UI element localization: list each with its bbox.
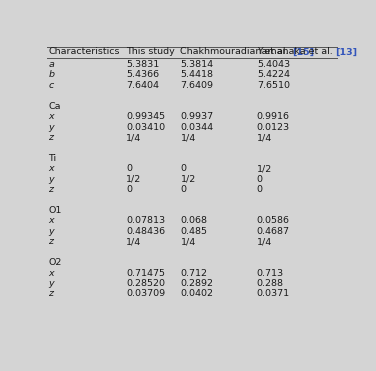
Text: 0.068: 0.068 — [180, 216, 208, 226]
Text: 0: 0 — [126, 185, 132, 194]
Text: 0.713: 0.713 — [257, 269, 284, 278]
Text: This study: This study — [126, 47, 175, 56]
Text: 0.0586: 0.0586 — [257, 216, 290, 226]
Text: z: z — [49, 133, 53, 142]
Text: Characteristics: Characteristics — [49, 47, 120, 56]
Text: 1/2: 1/2 — [257, 164, 272, 173]
Text: 0: 0 — [180, 164, 186, 173]
Text: 1/4: 1/4 — [180, 133, 196, 142]
Text: y: y — [49, 227, 54, 236]
Text: 0: 0 — [257, 185, 263, 194]
Text: y: y — [49, 175, 54, 184]
Text: y: y — [49, 279, 54, 288]
Text: 0.712: 0.712 — [180, 269, 208, 278]
Text: y: y — [49, 122, 54, 132]
Text: a: a — [49, 60, 54, 69]
Text: b: b — [49, 70, 55, 79]
Text: 1/4: 1/4 — [126, 237, 141, 246]
Text: 5.4224: 5.4224 — [257, 70, 290, 79]
Text: 0.9916: 0.9916 — [257, 112, 290, 121]
Text: 1/2: 1/2 — [126, 175, 141, 184]
Text: z: z — [49, 289, 53, 298]
Text: 0.4687: 0.4687 — [257, 227, 290, 236]
Text: 5.4043: 5.4043 — [257, 60, 290, 69]
Text: x: x — [49, 216, 54, 226]
Text: 1/4: 1/4 — [126, 133, 141, 142]
Text: 0.0123: 0.0123 — [257, 122, 290, 132]
Text: Yamanaka et al.: Yamanaka et al. — [257, 47, 335, 56]
Text: x: x — [49, 269, 54, 278]
Text: 0.03709: 0.03709 — [126, 289, 165, 298]
Text: 1/4: 1/4 — [257, 237, 272, 246]
Text: 0: 0 — [180, 185, 186, 194]
Text: [15]: [15] — [292, 47, 314, 56]
Text: 0.0344: 0.0344 — [180, 122, 214, 132]
Text: 0.03410: 0.03410 — [126, 122, 165, 132]
Text: 0.485: 0.485 — [180, 227, 208, 236]
Text: 0.99345: 0.99345 — [126, 112, 165, 121]
Text: O1: O1 — [49, 206, 62, 215]
Text: 0.0371: 0.0371 — [257, 289, 290, 298]
Text: 0.0402: 0.0402 — [180, 289, 214, 298]
Text: 0.28520: 0.28520 — [126, 279, 165, 288]
Text: Chakhmouradian et al.: Chakhmouradian et al. — [180, 47, 292, 56]
Text: Ti: Ti — [49, 154, 56, 163]
Text: [13]: [13] — [335, 47, 358, 56]
Text: z: z — [49, 185, 53, 194]
Text: 5.3831: 5.3831 — [126, 60, 159, 69]
Text: O2: O2 — [49, 258, 62, 267]
Text: 5.4366: 5.4366 — [126, 70, 159, 79]
Text: z: z — [49, 237, 53, 246]
Text: 0.288: 0.288 — [257, 279, 284, 288]
Text: 7.6409: 7.6409 — [180, 81, 214, 90]
Text: 7.6510: 7.6510 — [257, 81, 290, 90]
Text: x: x — [49, 164, 54, 173]
Text: 0.71475: 0.71475 — [126, 269, 165, 278]
Text: 1/4: 1/4 — [180, 237, 196, 246]
Text: 0: 0 — [126, 164, 132, 173]
Text: 0.9937: 0.9937 — [180, 112, 214, 121]
Text: 0.48436: 0.48436 — [126, 227, 165, 236]
Text: Ca: Ca — [49, 102, 61, 111]
Text: 1/4: 1/4 — [257, 133, 272, 142]
Text: 5.3814: 5.3814 — [180, 60, 214, 69]
Text: 5.4418: 5.4418 — [180, 70, 214, 79]
Text: c: c — [49, 81, 54, 90]
Text: x: x — [49, 112, 54, 121]
Text: 7.6404: 7.6404 — [126, 81, 159, 90]
Text: 0.2892: 0.2892 — [180, 279, 214, 288]
Text: 0.07813: 0.07813 — [126, 216, 165, 226]
Text: 1/2: 1/2 — [180, 175, 196, 184]
Text: 0: 0 — [257, 175, 263, 184]
